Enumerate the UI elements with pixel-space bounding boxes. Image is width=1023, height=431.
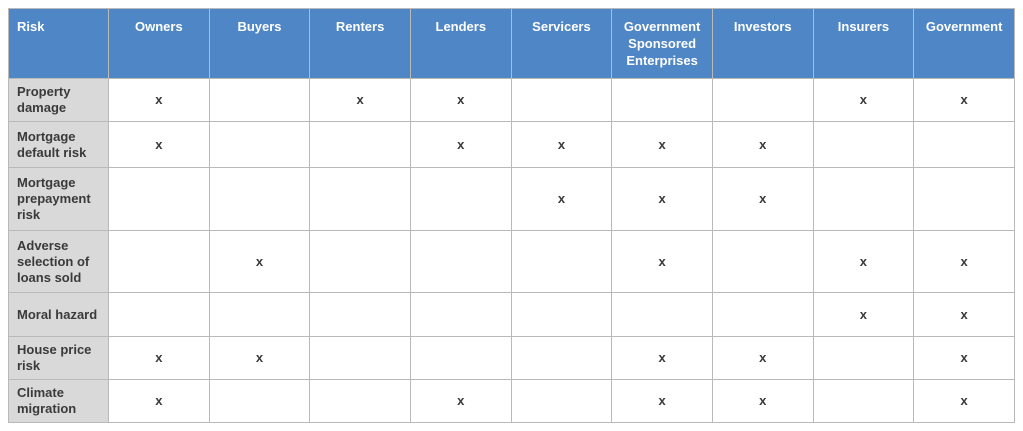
mark-cell bbox=[208, 292, 311, 337]
column-header-investors: Investors bbox=[711, 8, 814, 79]
mark-cell bbox=[913, 167, 1015, 231]
mark-cell bbox=[208, 167, 311, 231]
mark-cell: x bbox=[409, 379, 512, 423]
mark-cell bbox=[913, 121, 1015, 168]
mark-cell: x bbox=[812, 230, 915, 293]
column-header-servicers: Servicers bbox=[510, 8, 613, 79]
column-header-government-sponsored-enterprises: Government Sponsored Enterprises bbox=[611, 8, 713, 79]
mark-cell: x bbox=[510, 167, 613, 231]
mark-cell bbox=[812, 379, 915, 423]
column-header-lenders: Lenders bbox=[409, 8, 512, 79]
mark-cell: x bbox=[208, 230, 311, 293]
risk-label: Adverse selection of loans sold bbox=[8, 230, 109, 293]
mark-cell bbox=[309, 167, 411, 231]
column-header-owners: Owners bbox=[108, 8, 210, 79]
mark-cell: x bbox=[108, 121, 210, 168]
mark-cell bbox=[409, 230, 512, 293]
table-row-mortgage-default-risk: Mortgage default risk x x x x x bbox=[8, 121, 1015, 168]
mark-cell bbox=[309, 292, 411, 337]
mark-cell: x bbox=[711, 167, 814, 231]
mark-cell bbox=[108, 230, 210, 293]
risk-matrix-table: Risk Owners Buyers Renters Lenders Servicers G… bbox=[8, 8, 1015, 423]
mark-cell: x bbox=[510, 121, 613, 168]
mark-cell bbox=[309, 121, 411, 168]
mark-cell: x bbox=[611, 167, 713, 231]
table-row-adverse-selection-of-loans-sold: Adverse selection of loans sold x x x x bbox=[8, 230, 1015, 293]
column-header-insurers: Insurers bbox=[812, 8, 915, 79]
column-header-risk: Risk bbox=[8, 8, 109, 79]
table-row-property-damage: Property damage x x x x x bbox=[8, 78, 1015, 122]
mark-cell bbox=[510, 230, 613, 293]
mark-cell: x bbox=[409, 78, 512, 122]
table-row-house-price-risk: House price risk x x x x x bbox=[8, 336, 1015, 380]
mark-cell: x bbox=[913, 78, 1015, 122]
mark-cell bbox=[812, 167, 915, 231]
mark-cell: x bbox=[108, 78, 210, 122]
risk-label: Property damage bbox=[8, 78, 109, 122]
column-header-renters: Renters bbox=[309, 8, 411, 79]
mark-cell bbox=[812, 336, 915, 380]
mark-cell: x bbox=[611, 121, 713, 168]
mark-cell bbox=[510, 292, 613, 337]
mark-cell bbox=[409, 167, 512, 231]
mark-cell bbox=[309, 379, 411, 423]
table-row-moral-hazard: Moral hazard x x bbox=[8, 292, 1015, 337]
mark-cell: x bbox=[711, 121, 814, 168]
mark-cell bbox=[208, 379, 311, 423]
mark-cell bbox=[711, 78, 814, 122]
mark-cell: x bbox=[913, 336, 1015, 380]
risk-label: House price risk bbox=[8, 336, 109, 380]
mark-cell: x bbox=[208, 336, 311, 380]
mark-cell bbox=[108, 292, 210, 337]
table-row-mortgage-prepayment-risk: Mortgage prepayment risk x x x bbox=[8, 167, 1015, 231]
mark-cell bbox=[711, 292, 814, 337]
risk-label: Climate migration bbox=[8, 379, 109, 423]
mark-cell bbox=[208, 121, 311, 168]
mark-cell: x bbox=[108, 379, 210, 423]
risk-label: Moral hazard bbox=[8, 292, 109, 337]
mark-cell: x bbox=[812, 292, 915, 337]
mark-cell bbox=[510, 78, 613, 122]
mark-cell bbox=[611, 292, 713, 337]
column-header-buyers: Buyers bbox=[208, 8, 311, 79]
mark-cell: x bbox=[611, 336, 713, 380]
mark-cell bbox=[309, 230, 411, 293]
mark-cell bbox=[611, 78, 713, 122]
mark-cell bbox=[812, 121, 915, 168]
mark-cell: x bbox=[711, 336, 814, 380]
header-row: Risk Owners Buyers Renters Lenders Servicers G… bbox=[8, 8, 1015, 79]
table-row-climate-migration: Climate migration x x x x x bbox=[8, 379, 1015, 423]
mark-cell bbox=[510, 379, 613, 423]
risk-label: Mortgage default risk bbox=[8, 121, 109, 168]
mark-cell: x bbox=[309, 78, 411, 122]
mark-cell: x bbox=[913, 292, 1015, 337]
mark-cell: x bbox=[913, 230, 1015, 293]
table-header: Risk Owners Buyers Renters Lenders Servicers G… bbox=[8, 8, 1015, 79]
mark-cell bbox=[108, 167, 210, 231]
mark-cell bbox=[309, 336, 411, 380]
mark-cell bbox=[208, 78, 311, 122]
mark-cell bbox=[711, 230, 814, 293]
column-header-government: Government bbox=[913, 8, 1015, 79]
mark-cell: x bbox=[812, 78, 915, 122]
mark-cell: x bbox=[913, 379, 1015, 423]
mark-cell: x bbox=[611, 230, 713, 293]
mark-cell bbox=[409, 336, 512, 380]
table-body: Property damage x x x x x Mortgage default ris… bbox=[8, 78, 1015, 423]
risk-label: Mortgage prepayment risk bbox=[8, 167, 109, 231]
mark-cell: x bbox=[409, 121, 512, 168]
mark-cell: x bbox=[108, 336, 210, 380]
mark-cell bbox=[510, 336, 613, 380]
mark-cell bbox=[409, 292, 512, 337]
mark-cell: x bbox=[711, 379, 814, 423]
mark-cell: x bbox=[611, 379, 713, 423]
